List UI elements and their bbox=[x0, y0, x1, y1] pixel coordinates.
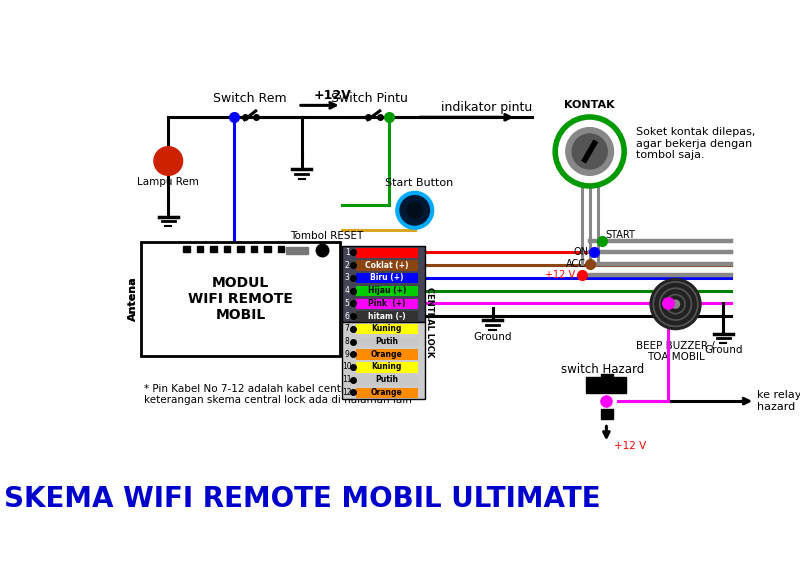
Bar bbox=[356, 337, 418, 347]
Bar bbox=[586, 377, 626, 393]
Text: Start Button: Start Button bbox=[385, 178, 453, 188]
Text: BEEP BUZZER /
TOA MOBIL: BEEP BUZZER / TOA MOBIL bbox=[636, 341, 715, 363]
Bar bbox=[342, 246, 425, 323]
Text: 2: 2 bbox=[345, 261, 350, 270]
Text: Putih: Putih bbox=[375, 337, 398, 346]
Bar bbox=[286, 247, 308, 254]
Text: Orange: Orange bbox=[371, 349, 402, 359]
Text: Antena: Antena bbox=[128, 277, 138, 321]
Circle shape bbox=[406, 202, 422, 218]
Text: MODUL
WIFI REMOTE
MOBIL: MODUL WIFI REMOTE MOBIL bbox=[188, 276, 293, 322]
Bar bbox=[601, 409, 613, 419]
Circle shape bbox=[553, 115, 626, 188]
Bar bbox=[356, 362, 418, 372]
Text: Soket kontak dilepas,
agar bekerja dengan
tombol saja.: Soket kontak dilepas, agar bekerja denga… bbox=[636, 127, 755, 160]
Bar bbox=[356, 273, 418, 283]
Bar bbox=[183, 246, 190, 252]
Text: Antena: Antena bbox=[128, 277, 138, 321]
Bar bbox=[197, 246, 203, 252]
Bar bbox=[142, 242, 340, 356]
Circle shape bbox=[398, 193, 432, 228]
Text: Biru (+): Biru (+) bbox=[370, 274, 404, 283]
Text: ON: ON bbox=[573, 247, 588, 258]
Bar bbox=[356, 248, 418, 258]
Circle shape bbox=[566, 128, 614, 175]
Text: Ground: Ground bbox=[704, 345, 742, 356]
Text: KONTAK: KONTAK bbox=[564, 100, 615, 110]
Text: +12 V: +12 V bbox=[546, 270, 575, 280]
Text: Coklat (+): Coklat (+) bbox=[365, 261, 409, 270]
Bar bbox=[356, 260, 418, 271]
Bar bbox=[356, 349, 418, 360]
Text: Putih: Putih bbox=[375, 375, 398, 384]
Circle shape bbox=[558, 120, 621, 183]
Text: ke relay
hazard: ke relay hazard bbox=[758, 391, 800, 412]
Text: START: START bbox=[606, 230, 635, 240]
Bar bbox=[278, 246, 284, 252]
Text: ACC: ACC bbox=[566, 259, 586, 268]
Text: 5: 5 bbox=[345, 299, 350, 308]
Text: Orange: Orange bbox=[371, 388, 402, 397]
Text: Tombol RESET: Tombol RESET bbox=[290, 231, 363, 240]
Bar bbox=[342, 323, 425, 399]
Text: Switch Pintu: Switch Pintu bbox=[331, 93, 408, 106]
Text: 4: 4 bbox=[345, 286, 350, 295]
Circle shape bbox=[572, 134, 607, 169]
Bar bbox=[356, 311, 418, 321]
Text: 7: 7 bbox=[345, 324, 350, 333]
Bar bbox=[356, 388, 418, 398]
Text: Switch Rem: Switch Rem bbox=[214, 93, 287, 106]
Text: Kuning: Kuning bbox=[372, 363, 402, 372]
Bar bbox=[238, 246, 244, 252]
Text: 3: 3 bbox=[345, 274, 350, 283]
Text: 1: 1 bbox=[345, 248, 350, 257]
Bar bbox=[265, 246, 271, 252]
Text: CENTRAL LOCK: CENTRAL LOCK bbox=[426, 287, 434, 357]
Text: Merah (+): Merah (+) bbox=[366, 248, 409, 257]
Text: +12V: +12V bbox=[314, 89, 351, 102]
Text: +12 V: +12 V bbox=[614, 441, 646, 451]
Text: Kuning: Kuning bbox=[372, 324, 402, 333]
Text: * Pin Kabel No 7-12 adalah kabel central lock
keterangan skema central lock ada : * Pin Kabel No 7-12 adalah kabel central… bbox=[145, 384, 412, 405]
Bar bbox=[601, 374, 613, 384]
Text: 9: 9 bbox=[345, 349, 350, 359]
Bar bbox=[356, 299, 418, 309]
Text: 12: 12 bbox=[342, 388, 352, 397]
Bar bbox=[210, 246, 217, 252]
Bar bbox=[356, 286, 418, 296]
Text: SKEMA WIFI REMOTE MOBIL ULTIMATE: SKEMA WIFI REMOTE MOBIL ULTIMATE bbox=[3, 485, 600, 513]
Text: 10: 10 bbox=[342, 363, 352, 372]
Circle shape bbox=[154, 147, 182, 175]
Bar bbox=[224, 246, 230, 252]
Circle shape bbox=[650, 279, 701, 329]
Circle shape bbox=[671, 300, 679, 308]
Text: 6: 6 bbox=[345, 312, 350, 320]
Bar bbox=[356, 324, 418, 335]
Text: Pink  (+): Pink (+) bbox=[368, 299, 406, 308]
Text: Hijau (+): Hijau (+) bbox=[368, 286, 406, 295]
Text: switch Hazard: switch Hazard bbox=[561, 363, 644, 376]
Text: Ground: Ground bbox=[474, 332, 512, 342]
Text: indikator pintu: indikator pintu bbox=[441, 101, 532, 114]
Text: 8: 8 bbox=[345, 337, 350, 346]
Text: hitam (-): hitam (-) bbox=[368, 312, 406, 320]
Text: Lampu Rem: Lampu Rem bbox=[138, 177, 199, 187]
Bar bbox=[356, 375, 418, 385]
Bar bbox=[251, 246, 258, 252]
Text: 11: 11 bbox=[342, 375, 352, 384]
